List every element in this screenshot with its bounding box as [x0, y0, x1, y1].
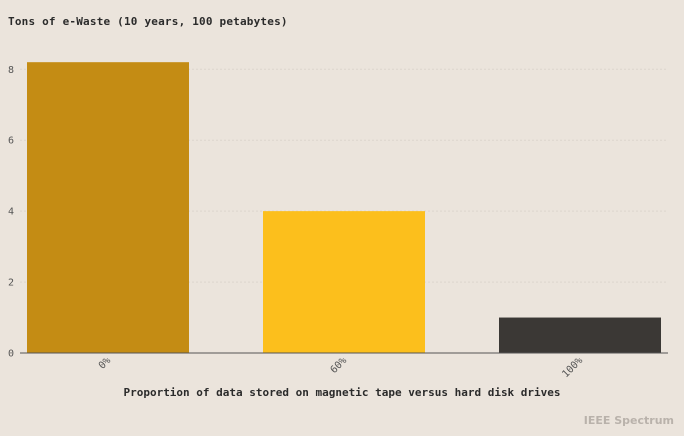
- bar-2: [499, 317, 661, 353]
- bar-0: [27, 62, 189, 354]
- x-tick-label: 60%: [329, 355, 350, 376]
- y-tick-label: 0: [8, 349, 14, 360]
- y-tick-label: 4: [8, 207, 14, 218]
- x-axis-label: Proportion of data stored on magnetic ta…: [123, 386, 561, 399]
- x-tick-label: 0%: [97, 355, 113, 371]
- y-tick-label: 6: [8, 136, 14, 147]
- bar-1: [263, 211, 425, 353]
- x-tick-label: 100%: [560, 355, 585, 380]
- y-tick-label: 2: [8, 278, 14, 289]
- brand-logo: IEEE Spectrum: [583, 414, 674, 427]
- y-tick-label: 8: [8, 65, 14, 76]
- chart-title: Tons of e-Waste (10 years, 100 petabytes…: [8, 15, 288, 28]
